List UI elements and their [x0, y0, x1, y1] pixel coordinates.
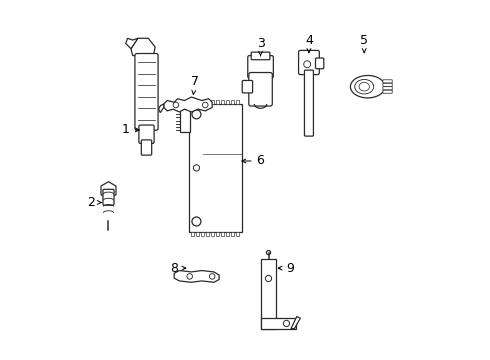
- Text: 7: 7: [191, 75, 199, 94]
- Circle shape: [283, 320, 290, 327]
- FancyBboxPatch shape: [141, 140, 152, 155]
- Text: 5: 5: [360, 33, 368, 53]
- Circle shape: [266, 275, 271, 282]
- Bar: [220, 100, 224, 104]
- Bar: [200, 232, 204, 236]
- Bar: [196, 100, 198, 104]
- Bar: [211, 232, 214, 236]
- FancyBboxPatch shape: [249, 72, 272, 106]
- Bar: [189, 104, 243, 232]
- Text: 8: 8: [170, 262, 186, 275]
- FancyBboxPatch shape: [242, 81, 253, 93]
- Polygon shape: [174, 271, 219, 282]
- Ellipse shape: [355, 80, 374, 94]
- Polygon shape: [164, 97, 212, 112]
- Polygon shape: [126, 38, 138, 49]
- FancyBboxPatch shape: [383, 90, 392, 93]
- Text: 6: 6: [242, 154, 265, 167]
- FancyBboxPatch shape: [316, 58, 324, 69]
- Circle shape: [267, 251, 270, 255]
- Polygon shape: [131, 38, 155, 55]
- FancyBboxPatch shape: [383, 83, 392, 86]
- Circle shape: [192, 217, 201, 226]
- FancyBboxPatch shape: [248, 55, 273, 78]
- FancyBboxPatch shape: [383, 87, 392, 90]
- Bar: [261, 260, 276, 329]
- Circle shape: [187, 274, 193, 279]
- Text: 3: 3: [257, 37, 265, 56]
- FancyBboxPatch shape: [251, 52, 270, 60]
- Circle shape: [173, 102, 179, 108]
- Bar: [236, 232, 239, 236]
- Bar: [236, 100, 239, 104]
- FancyBboxPatch shape: [304, 70, 314, 136]
- Bar: [226, 232, 229, 236]
- Polygon shape: [291, 316, 300, 329]
- FancyBboxPatch shape: [298, 50, 319, 75]
- Bar: [196, 232, 198, 236]
- Bar: [211, 100, 214, 104]
- FancyBboxPatch shape: [383, 80, 392, 83]
- Circle shape: [202, 102, 208, 108]
- Text: 9: 9: [278, 262, 294, 275]
- Bar: [226, 100, 229, 104]
- Bar: [216, 100, 219, 104]
- Circle shape: [209, 274, 215, 279]
- Bar: [206, 232, 209, 236]
- FancyBboxPatch shape: [180, 109, 190, 132]
- Circle shape: [304, 61, 311, 68]
- Bar: [191, 232, 194, 236]
- Text: 1: 1: [122, 123, 139, 136]
- Bar: [200, 100, 204, 104]
- Bar: [206, 100, 209, 104]
- Circle shape: [194, 165, 199, 171]
- Bar: [231, 232, 234, 236]
- Polygon shape: [159, 104, 164, 113]
- Circle shape: [192, 110, 201, 119]
- Bar: [231, 100, 234, 104]
- FancyBboxPatch shape: [103, 189, 114, 205]
- Text: 2: 2: [87, 196, 101, 209]
- FancyBboxPatch shape: [139, 125, 154, 143]
- Bar: [220, 232, 224, 236]
- Text: 4: 4: [305, 33, 313, 53]
- Ellipse shape: [359, 82, 369, 91]
- Bar: [261, 318, 296, 329]
- FancyBboxPatch shape: [135, 54, 158, 130]
- Ellipse shape: [350, 76, 385, 98]
- Bar: [216, 232, 219, 236]
- Bar: [191, 100, 194, 104]
- Polygon shape: [101, 182, 116, 199]
